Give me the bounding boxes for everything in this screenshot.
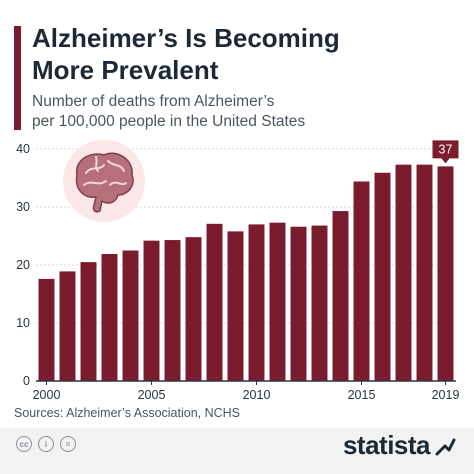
accent-bar [14,26,21,130]
bar-2010[interactable] [248,224,265,381]
chart-title: Alzheimer’s Is Becoming More Prevalent [32,22,452,86]
bar-2011[interactable] [269,222,286,381]
brain-illustration [63,140,145,222]
bar-2016[interactable] [374,172,391,381]
x-tick-label: 2005 [138,388,166,402]
title-line-1: Alzheimer’s Is Becoming [32,23,340,53]
statista-brand[interactable]: statista [343,430,456,461]
bar-2000[interactable] [38,278,55,381]
bar-2006[interactable] [164,240,181,381]
x-tick-label: 2000 [33,388,61,402]
bar-2004[interactable] [122,250,139,382]
x-axis-ticks: 2000 2005 2010 2015 2019 [33,381,460,402]
source-note: Sources: Alzheimer’s Association, NCHS [14,406,241,420]
footer-bar [0,428,474,474]
callout-box [432,140,459,164]
callout-label: 37 [439,142,453,156]
nd-icon[interactable]: = [60,436,76,452]
license-icons: cc i = [16,436,76,452]
bar-2018[interactable] [416,164,433,381]
x-tick-label: 2015 [348,388,376,402]
bar-2019[interactable] [437,166,454,381]
y-tick-label: 20 [16,258,30,272]
y-tick-label: 0 [23,374,30,388]
bar-chart: 0 10 20 30 40 2000 2005 2010 2015 2019 37 [16,140,460,402]
bar-2013[interactable] [311,225,328,381]
bar-2002[interactable] [80,262,97,381]
bar-2008[interactable] [206,223,223,381]
brain-icon [75,152,134,213]
bar-2007[interactable] [185,237,202,381]
statista-logo-icon [435,438,456,455]
value-callout: 37 [432,140,459,164]
y-tick-label: 10 [16,316,30,330]
y-tick-label: 40 [16,142,30,156]
bars [38,164,454,382]
x-tick-label: 2019 [432,388,460,402]
by-icon[interactable]: i [38,436,54,452]
cc-icon[interactable]: cc [16,436,32,452]
bar-2009[interactable] [227,231,244,381]
subtitle-line-1: Number of deaths from Alzheimer’s [32,93,275,110]
y-axis-ticks: 0 10 20 30 40 [16,142,30,388]
brand-name: statista [342,430,431,460]
bar-2003[interactable] [101,253,118,381]
chart-subtitle: Number of deaths from Alzheimer’s per 10… [32,92,452,132]
bar-2017[interactable] [395,164,412,381]
subtitle-line-2: per 100,000 people in the United States [32,113,306,130]
bar-2005[interactable] [143,240,160,381]
y-tick-label: 30 [16,200,30,214]
x-tick-label: 2010 [243,388,271,402]
bar-2015[interactable] [353,181,370,381]
bar-2014[interactable] [332,211,349,381]
bar-2001[interactable] [59,271,76,381]
bar-2012[interactable] [290,226,307,381]
title-line-2: More Prevalent [32,55,219,85]
